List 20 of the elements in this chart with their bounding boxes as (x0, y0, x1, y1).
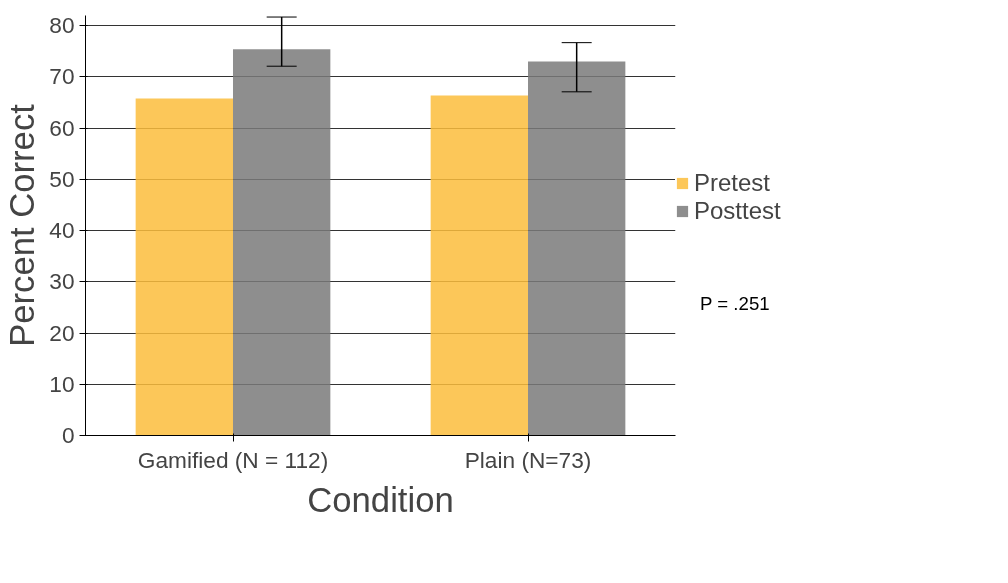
bar (430, 95, 528, 436)
bar (135, 98, 233, 436)
y-tick-label: 70 (49, 63, 75, 90)
y-tick-label: 40 (49, 217, 75, 244)
legend-label: Posttest (694, 197, 781, 225)
y-tick-label: 0 (61, 422, 75, 448)
y-tick-label: 10 (49, 370, 75, 397)
bar (233, 49, 331, 436)
y-tick-label: 50 (49, 165, 75, 192)
bar (528, 61, 626, 436)
y-tick-label: 60 (49, 114, 75, 141)
y-tick-label: 80 (49, 12, 75, 39)
text: P = .251 (700, 292, 770, 316)
y-tick-label: 20 (49, 319, 75, 346)
legend-label: Pretest (694, 169, 771, 197)
x-tick-label: Plain (N=73) (464, 446, 592, 473)
y-tick-label: 30 (49, 268, 75, 295)
x-axis-title: Condition (307, 480, 454, 519)
y-axis-title: Percent Correct (3, 103, 42, 347)
x-tick-label: Gamified (N = 112) (137, 446, 329, 473)
